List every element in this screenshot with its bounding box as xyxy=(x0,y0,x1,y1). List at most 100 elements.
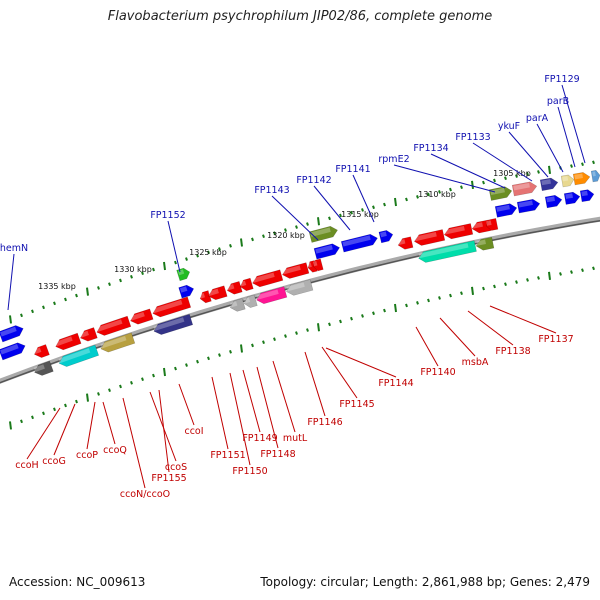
gene-FP1133 xyxy=(539,177,559,192)
gene-cog-1 xyxy=(33,360,54,376)
forward-tick-mark xyxy=(361,208,364,212)
reverse-gene-label-leader xyxy=(415,326,439,367)
gene-FP1129 xyxy=(590,170,600,183)
forward-gene-label: FP1141 xyxy=(335,164,370,175)
forward-tick-mark xyxy=(207,250,210,255)
forward-tick-mark xyxy=(86,287,89,296)
forward-gene-label-leader xyxy=(430,153,506,189)
gene-ccoQ xyxy=(96,315,132,336)
reverse-tick-mark xyxy=(240,344,243,353)
reverse-tick-mark xyxy=(141,377,144,381)
reverse-tick-mark xyxy=(460,291,463,296)
forward-gene-label: FP1143 xyxy=(254,185,289,196)
gene-cog-7 xyxy=(256,286,288,304)
genome-summary-text: Topology: circular; Length: 2,861,988 bp… xyxy=(260,575,590,589)
forward-tick-mark xyxy=(548,165,551,175)
forward-tick-mark xyxy=(240,238,243,247)
forward-tick-mark xyxy=(75,293,78,298)
forward-tick-mark xyxy=(383,202,386,207)
reverse-tick-mark xyxy=(471,286,474,296)
reverse-tick-mark xyxy=(53,407,56,412)
reverse-tick-mark xyxy=(372,311,375,316)
scale-label: 1330 kbp xyxy=(114,265,152,274)
reverse-gene-label-leader xyxy=(325,347,397,378)
gene-FP1137 xyxy=(471,219,492,234)
forward-gene-label-leader xyxy=(557,106,576,168)
gene-parB xyxy=(572,172,591,186)
forward-tick-mark xyxy=(42,305,45,310)
reverse-tick-mark xyxy=(394,303,397,313)
reverse-gene-label-leader xyxy=(321,346,358,399)
reverse-tick-mark xyxy=(75,399,78,404)
forward-tick-mark xyxy=(295,225,298,229)
reverse-gene-label: ccoP xyxy=(76,450,98,461)
forward-gene-label-leader xyxy=(508,131,549,178)
reverse-gene-label: FP1144 xyxy=(378,378,413,389)
chromosome-backbone-shadow xyxy=(0,219,600,384)
reverse-tick-mark xyxy=(207,356,210,361)
reverse-gene-label: FP1149 xyxy=(242,433,277,444)
reverse-gene-label: FP1148 xyxy=(260,449,295,460)
gene-ccoH xyxy=(33,344,50,358)
reverse-tick-mark xyxy=(174,366,177,371)
gene-FP1145 xyxy=(312,258,324,272)
reverse-tick-mark xyxy=(526,278,529,282)
forward-gene-label: ykuF xyxy=(498,121,520,132)
scale-label: 1305 kbp xyxy=(493,169,531,178)
forward-tick-mark xyxy=(570,164,573,168)
gene-FP1152b xyxy=(178,284,195,299)
forward-tick-mark xyxy=(372,205,375,210)
forward-gene-label: FP1129 xyxy=(544,74,579,85)
forward-gene-label: FP1152 xyxy=(150,210,185,221)
reverse-tick-mark xyxy=(229,349,232,354)
forward-tick-mark xyxy=(53,301,56,306)
reverse-gene-label-leader xyxy=(102,401,116,445)
forward-tick-mark xyxy=(152,267,155,272)
reverse-tick-mark xyxy=(86,393,89,402)
reverse-tick-mark xyxy=(383,308,386,313)
reverse-gene-label-leader xyxy=(158,389,170,473)
gene-cog-2 xyxy=(58,344,100,367)
forward-gene-label-leader xyxy=(393,164,496,193)
forward-tick-mark xyxy=(394,197,397,207)
forward-tick-mark xyxy=(185,257,188,261)
reverse-tick-mark xyxy=(119,384,122,389)
gene-FP1143 xyxy=(308,226,338,243)
gene-rpmE2 xyxy=(488,186,513,201)
forward-gene-label-leader xyxy=(313,185,351,231)
gene-FP1149 xyxy=(239,277,254,291)
reverse-gene-label-leader xyxy=(242,369,261,433)
gene-hemN xyxy=(0,325,24,343)
gene-FP1150 xyxy=(226,281,243,295)
reverse-tick-mark xyxy=(361,314,364,318)
reverse-gene-label-leader xyxy=(489,305,557,334)
gene-ccoP xyxy=(79,327,98,342)
reverse-tick-mark xyxy=(64,403,67,408)
gene-cog-6 xyxy=(243,294,258,308)
forward-tick-mark xyxy=(9,315,12,324)
reverse-tick-mark xyxy=(482,286,485,291)
forward-tick-mark xyxy=(229,243,232,248)
gene-fwd-g xyxy=(494,203,518,218)
forward-tick-mark xyxy=(20,313,23,318)
forward-tick-mark xyxy=(339,213,342,218)
reverse-gene-label-leader xyxy=(53,403,76,456)
gene-FP1142 xyxy=(313,243,340,260)
forward-tick-mark xyxy=(273,231,276,235)
reverse-tick-mark xyxy=(317,323,320,332)
reverse-gene-label-leader xyxy=(467,310,514,346)
forward-gene-label-leader xyxy=(561,84,586,164)
forward-gene-label: FP1134 xyxy=(413,143,448,154)
gene-mutL xyxy=(282,262,310,279)
reverse-gene-label: ccoQ xyxy=(103,445,127,456)
forward-gene-label: hemN xyxy=(0,243,28,254)
forward-gene-label: FP1133 xyxy=(455,132,490,143)
reverse-tick-mark xyxy=(449,293,452,298)
forward-tick-mark xyxy=(218,247,221,251)
forward-tick-mark xyxy=(174,260,177,265)
reverse-tick-mark xyxy=(570,270,573,274)
reverse-gene-label: FP1150 xyxy=(232,466,267,477)
reverse-tick-mark xyxy=(350,316,353,321)
